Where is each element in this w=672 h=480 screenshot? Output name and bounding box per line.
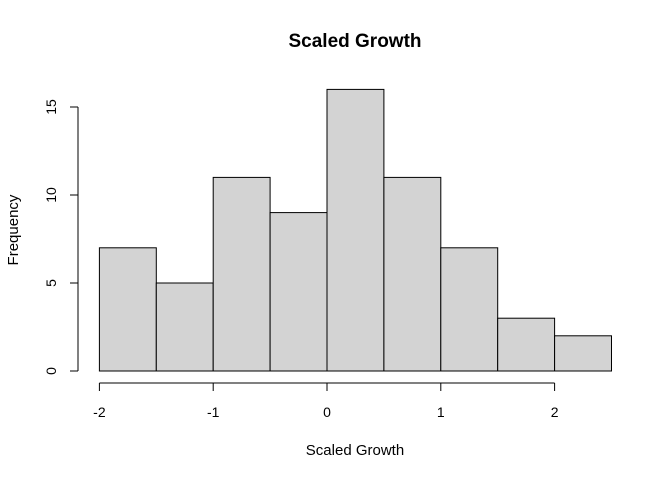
histogram-bar (383, 176, 442, 372)
histogram-bar (554, 335, 612, 372)
histogram-bar (497, 317, 556, 372)
y-axis-label: Frequency (5, 194, 22, 265)
x-axis: -2 -1 0 1 2 (93, 382, 559, 420)
histogram-bar (326, 88, 385, 372)
histogram-bar (155, 282, 214, 372)
x-tick-label: -1 (207, 404, 220, 420)
y-tick-label: 15 (43, 99, 59, 115)
x-tick-label: 2 (551, 404, 559, 420)
histogram-bar (269, 212, 328, 372)
y-axis: 0 5 10 15 (43, 99, 79, 375)
x-tick-label: 1 (437, 404, 445, 420)
chart-title: Scaled Growth (288, 31, 421, 52)
histogram-bar (212, 176, 271, 372)
y-tick-label: 0 (43, 367, 59, 375)
x-tick-label: -2 (93, 404, 106, 420)
histogram-bar (440, 247, 499, 372)
histogram-bar (98, 247, 157, 372)
y-tick-label: 5 (43, 279, 59, 287)
x-axis-label: Scaled Growth (306, 442, 404, 459)
bars-group (98, 88, 612, 372)
y-tick-label: 10 (43, 187, 59, 203)
x-tick-label: 0 (323, 404, 331, 420)
